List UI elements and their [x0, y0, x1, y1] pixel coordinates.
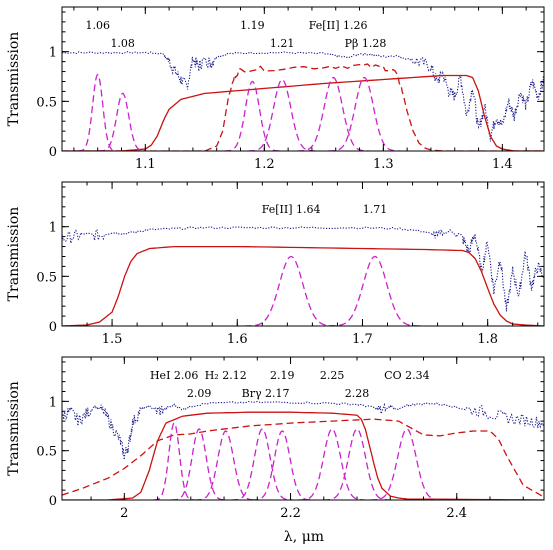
line-annotation: 1.06 — [85, 19, 110, 32]
line-annotation: 2.25 — [320, 369, 345, 382]
y-axis-label: Transmission — [6, 207, 22, 302]
broadband-filter-curve — [62, 245, 544, 326]
line-annotation: 2.09 — [187, 387, 212, 400]
line-annotation: 1.19 — [240, 19, 265, 32]
x-tick-label: 1.4 — [492, 157, 513, 172]
line-annotation: 2.28 — [345, 387, 370, 400]
narrowband-filter-curve — [98, 92, 147, 151]
x-tick-label: 1.8 — [477, 332, 498, 347]
x-tick-label: 2.4 — [446, 506, 467, 521]
x-tick-label: 2 — [120, 506, 128, 521]
narrowband-filter-curve — [153, 422, 195, 500]
line-annotation: 1.71 — [363, 203, 388, 216]
panel-1: 1.1 1.2 1.3 1.4 0 0.5 1 Transmission 1.061.08 1.1… — [6, 6, 545, 172]
line-annotation: Fe[II] 1.64 — [262, 203, 321, 216]
panels: 1.1 1.2 1.3 1.4 0 0.5 1 Transmission 1.061.08 1.1… — [6, 6, 545, 521]
line-annotation: 1.08 — [110, 37, 135, 50]
narrowband-filter-curve — [298, 428, 365, 500]
x-tick-label: 1.1 — [135, 157, 156, 172]
narrowband-filter-curve — [244, 255, 337, 326]
narrowband-filter-curve — [251, 430, 314, 500]
y-tick-label: 0 — [49, 320, 57, 335]
axes-frame — [61, 6, 545, 152]
plot-area — [62, 51, 544, 151]
narrowband-filter-curve — [370, 428, 443, 500]
broadband-filter-curve — [62, 63, 544, 151]
y-tick-label: 0 — [49, 494, 57, 509]
axes-frame — [61, 356, 545, 501]
x-tick-label: 1.6 — [227, 332, 248, 347]
line-annotation: Fe[II] 1.26 — [309, 19, 368, 32]
narrowband-filter-curve — [231, 428, 294, 500]
line-annotation: HeI 2.06 — [150, 369, 198, 382]
x-tick-label: 1.3 — [373, 157, 394, 172]
y-tick-label: 0.5 — [36, 270, 57, 285]
line-annotation: 1.21 — [270, 37, 295, 50]
narrowband-filter-curve — [77, 73, 118, 151]
narrowband-filter-curve — [327, 76, 401, 151]
y-tick-label: 0 — [49, 145, 57, 160]
narrowband-filter-curve — [194, 430, 257, 500]
narrowband-filter-curve — [224, 80, 281, 151]
x-tick-label: 1.2 — [254, 157, 275, 172]
narrowband-filter-curve — [170, 428, 227, 500]
x-tick-label: 2.2 — [280, 506, 301, 521]
y-axis-label: Transmission — [6, 381, 22, 476]
panel-3: 2 2.2 2.4 0 0.5 1 Transmission HeI 2.06 2.09 H₂ 2… — [6, 356, 545, 521]
line-annotation: CO 2.34 — [384, 369, 429, 382]
atmosphere-curve — [62, 51, 544, 142]
narrowband-filter-curve — [323, 428, 390, 500]
x-tick-label: 1.7 — [352, 332, 373, 347]
broadband-filter-curve — [62, 74, 544, 151]
plot-area — [62, 226, 544, 326]
panel-2: 1.5 1.6 1.7 1.8 0 0.5 1 Transmission Fe[II] 1.64… — [6, 181, 545, 347]
line-annotation: Brγ 2.17 — [242, 387, 290, 400]
y-tick-label: 0.5 — [36, 95, 57, 110]
atmosphere-curve — [62, 400, 544, 460]
narrowband-filter-curve — [328, 255, 421, 326]
atmosphere-curve — [62, 226, 544, 312]
plot-area — [62, 400, 544, 500]
y-tick-label: 1 — [49, 221, 57, 236]
line-annotation: H₂ 2.12 — [205, 369, 247, 382]
axes-frame — [61, 181, 545, 327]
x-axis-label: λ, μm — [284, 529, 324, 545]
line-annotation: Pβ 1.28 — [345, 37, 387, 50]
y-axis-label: Transmission — [6, 32, 22, 127]
narrowband-filter-curve — [297, 76, 370, 151]
y-tick-label: 0.5 — [36, 445, 57, 460]
broadband-filter-curve — [62, 411, 544, 500]
broadband-filter-curve — [62, 418, 544, 498]
narrowband-filter-curve — [247, 78, 316, 151]
x-tick-label: 1.5 — [102, 332, 123, 347]
y-tick-label: 1 — [49, 395, 57, 410]
line-annotation: 2.19 — [270, 369, 295, 382]
y-tick-label: 1 — [49, 46, 57, 61]
